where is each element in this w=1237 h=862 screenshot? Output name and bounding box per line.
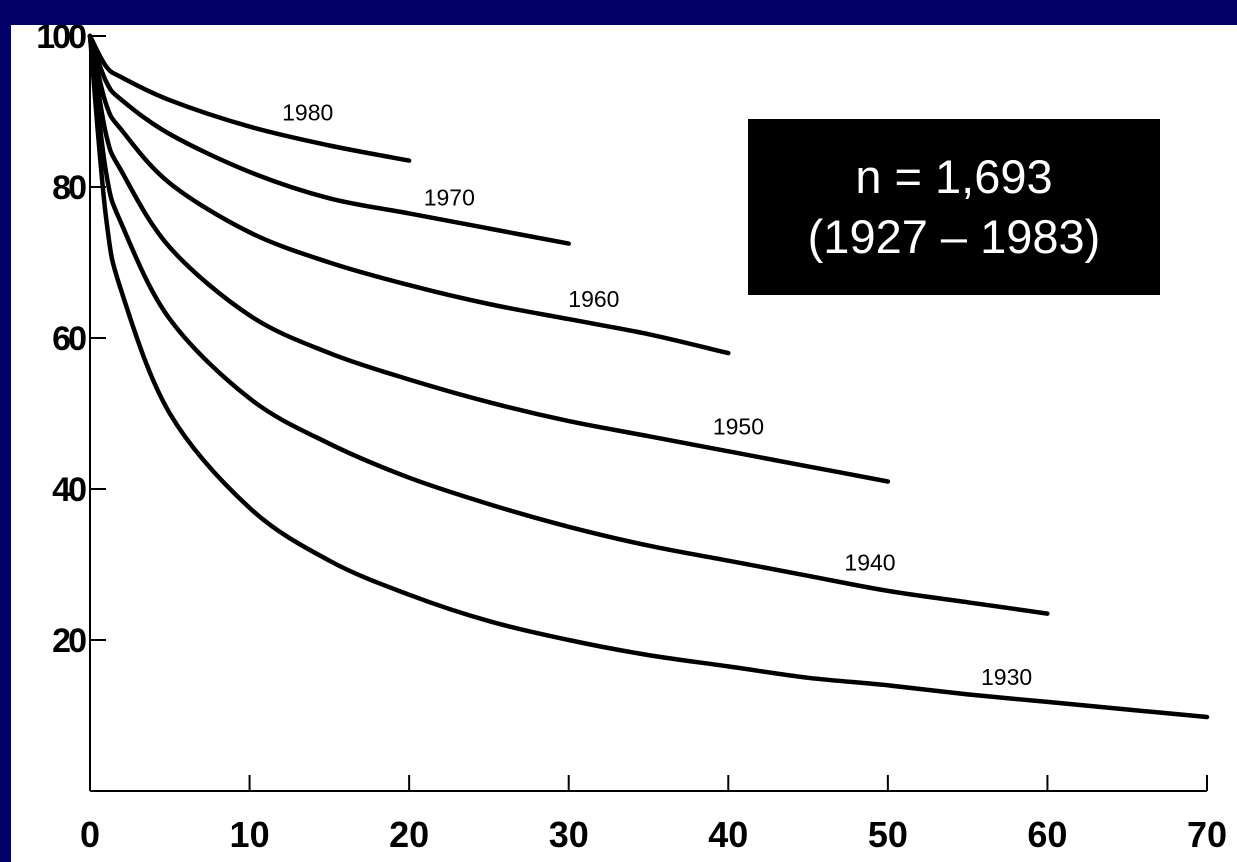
annotation-line-1: n = 1,693 bbox=[855, 150, 1053, 203]
curve-label-1980: 1980 bbox=[282, 100, 333, 126]
y-tick-label: 20 bbox=[52, 622, 86, 660]
sample-size-annotation: n = 1,693 (1927 – 1983) bbox=[748, 119, 1160, 295]
curve-label-1960: 1960 bbox=[568, 286, 619, 312]
x-tick-label: 60 bbox=[1027, 814, 1067, 855]
curve-label-1930: 1930 bbox=[981, 664, 1032, 690]
curve-label-1940: 1940 bbox=[844, 550, 895, 576]
chart-frame: 0 10 20 30 40 50 60 70 20 40 60 80 100 1980 1970 1960 1… bbox=[11, 25, 1237, 862]
axes: 0 10 20 30 40 50 60 70 20 40 60 80 100 bbox=[36, 25, 1227, 855]
x-tick-label: 50 bbox=[868, 814, 908, 855]
curve-1960 bbox=[87, 33, 731, 356]
x-tick-label: 10 bbox=[230, 814, 270, 855]
x-tick-label: 30 bbox=[549, 814, 589, 855]
curves bbox=[87, 33, 1210, 720]
curve-labels: 1980 1970 1960 1950 1940 1930 bbox=[282, 100, 1032, 690]
curve-1930 bbox=[87, 33, 1210, 720]
x-tick-label: 40 bbox=[708, 814, 748, 855]
x-tick-label: 20 bbox=[389, 814, 429, 855]
curve-1950 bbox=[87, 33, 891, 484]
y-tick-label: 40 bbox=[52, 471, 86, 509]
x-tick-label: 70 bbox=[1187, 814, 1227, 855]
y-tick-label: 100 bbox=[36, 25, 86, 56]
curve-1940 bbox=[87, 33, 1050, 616]
y-tick-label: 60 bbox=[52, 320, 86, 358]
curve-1980 bbox=[87, 33, 412, 163]
curve-label-1970: 1970 bbox=[424, 185, 475, 211]
y-tick-label: 80 bbox=[52, 169, 86, 207]
curve-1970 bbox=[87, 33, 571, 246]
curve-label-1950: 1950 bbox=[713, 413, 764, 439]
annotation-line-2: (1927 – 1983) bbox=[807, 210, 1101, 263]
x-tick-label: 0 bbox=[80, 814, 100, 855]
